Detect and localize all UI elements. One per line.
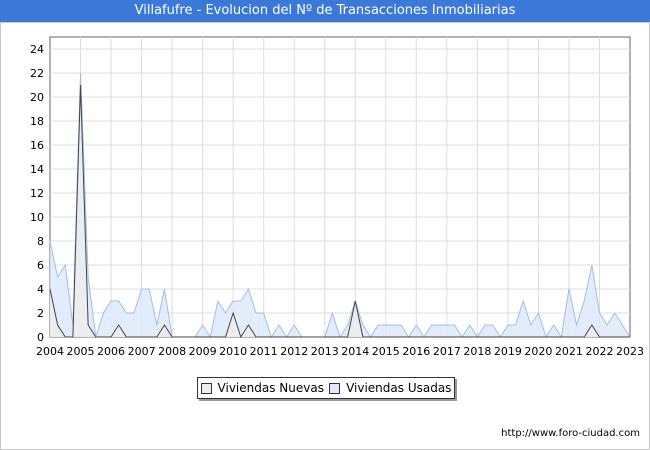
x-tick-label: 2008 <box>158 345 186 358</box>
x-tick-label: 2018 <box>463 345 491 358</box>
x-tick-label: 2004 <box>36 345 64 358</box>
x-tick-label: 2015 <box>372 345 400 358</box>
y-tick-label: 4 <box>37 283 44 296</box>
series-viviendas-nuevas-line <box>49 84 630 339</box>
y-tick-label: 16 <box>30 139 44 152</box>
x-tick-label: 2013 <box>311 345 339 358</box>
x-tick-label: 2010 <box>219 345 247 358</box>
plot-area <box>49 36 631 338</box>
y-tick-label: 6 <box>37 259 44 272</box>
x-tick-label: 2017 <box>433 345 461 358</box>
chart-legend: Viviendas Nuevas Viviendas Usadas <box>197 377 455 399</box>
x-tick-label: 2012 <box>280 345 308 358</box>
y-tick-label: 0 <box>37 331 44 344</box>
x-tick-label: 2006 <box>97 345 125 358</box>
y-tick-label: 24 <box>30 43 44 56</box>
x-tick-label: 2020 <box>524 345 552 358</box>
y-tick-label: 12 <box>30 187 44 200</box>
x-tick-label: 2009 <box>189 345 217 358</box>
legend-swatch-nuevas <box>200 382 212 394</box>
y-tick-label: 18 <box>30 115 44 128</box>
legend-swatch-usadas <box>329 382 341 394</box>
legend-label-usadas: Viviendas Usadas <box>346 381 452 395</box>
x-tick-label: 2007 <box>128 345 156 358</box>
x-tick-label: 2022 <box>585 345 613 358</box>
source-link[interactable]: http://www.foro-ciudad.com <box>501 428 640 439</box>
x-tick-label: 2019 <box>494 345 522 358</box>
x-tick-label: 2014 <box>341 345 369 358</box>
x-tick-label: 2011 <box>250 345 278 358</box>
legend-item-nuevas: Viviendas Nuevas <box>200 381 324 395</box>
series-viviendas-usadas-area <box>50 73 630 337</box>
x-tick-label: 2021 <box>555 345 583 358</box>
y-tick-label: 20 <box>30 91 44 104</box>
x-axis-ticks: 2004 2005 2006 2007 2008 2009 2010 2011 2012 2013… <box>36 345 644 358</box>
grid-lines <box>50 37 630 337</box>
y-tick-label: 22 <box>30 67 44 80</box>
legend-item-usadas: Viviendas Usadas <box>329 381 451 395</box>
chart-title: Villafufre - Evolucion del Nº de Transac… <box>0 0 650 22</box>
y-tick-label: 14 <box>30 163 44 176</box>
series-layer <box>49 72 631 339</box>
x-tick-label: 2016 <box>402 345 430 358</box>
y-tick-label: 8 <box>37 235 44 248</box>
x-tick-label: 2005 <box>67 345 95 358</box>
x-tick-label: 2023 <box>616 345 644 358</box>
y-tick-label: 10 <box>30 211 44 224</box>
legend-label-nuevas: Viviendas Nuevas <box>217 381 324 395</box>
y-tick-label: 2 <box>37 307 44 320</box>
